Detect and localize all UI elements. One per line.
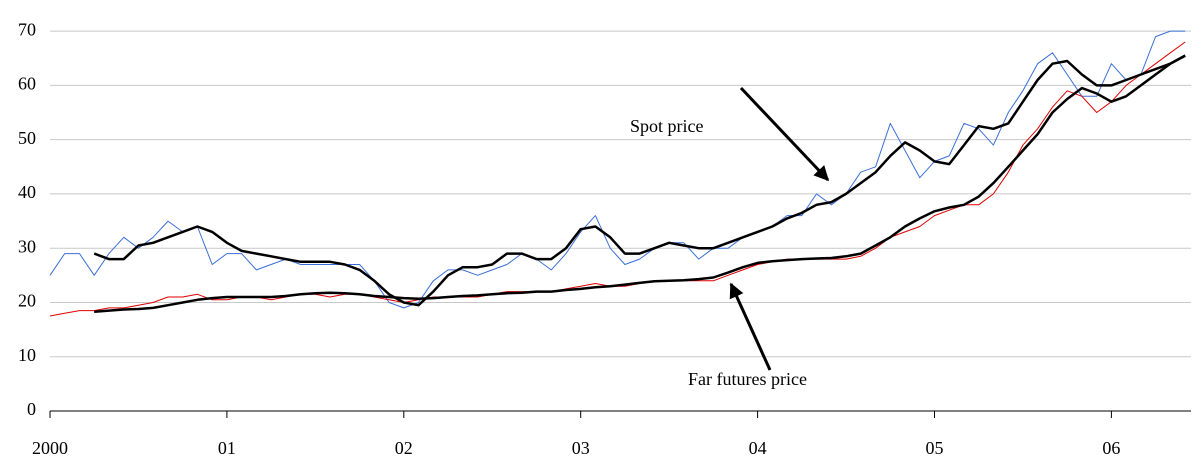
annotation: Far futures price [688, 369, 807, 389]
annotation-arrow [729, 282, 772, 371]
lines [49, 30, 1186, 317]
y-tick-label: 20 [18, 291, 36, 311]
y-tick-label: 70 [18, 19, 36, 39]
x-tick-label: 06 [1102, 438, 1120, 458]
series-line [49, 41, 1186, 317]
annotation: Spot price [630, 116, 704, 136]
x-tick-label: 01 [218, 438, 236, 458]
x-tick-label: 04 [749, 438, 767, 458]
x-tick-label: 02 [395, 438, 413, 458]
y-tick-label: 60 [18, 74, 36, 94]
y-tick-label: 0 [27, 399, 36, 419]
x-tick-label: 03 [572, 438, 590, 458]
series-line [49, 30, 1186, 309]
x-tick-label: 05 [925, 438, 943, 458]
y-tick-label: 30 [18, 236, 36, 256]
y-tick-label: 50 [18, 128, 36, 148]
grid [50, 30, 1191, 412]
x-tick-label: 2000 [32, 438, 68, 458]
y-tick-label: 40 [18, 182, 36, 202]
series-line [94, 54, 1186, 313]
series-line [93, 54, 1186, 307]
annotation-arrow [739, 86, 830, 182]
y-tick-label: 10 [18, 345, 36, 365]
